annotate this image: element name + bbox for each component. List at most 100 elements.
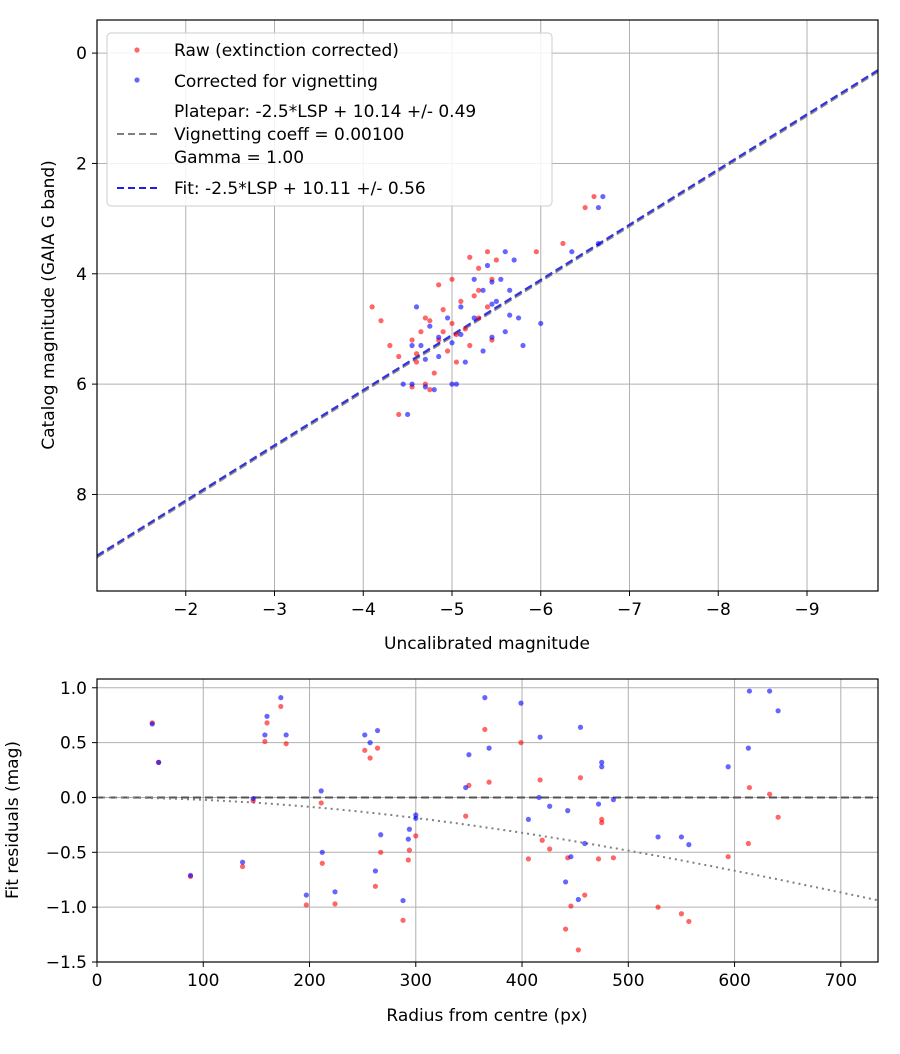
corrected-point	[595, 240, 602, 247]
corrected-point	[239, 859, 246, 865]
corrected-point	[482, 695, 488, 701]
raw-point	[303, 902, 309, 908]
corrected-point	[498, 276, 504, 282]
raw-point	[374, 745, 381, 751]
corrected-point	[489, 279, 495, 285]
corrected-point	[400, 897, 406, 904]
corrected-point	[489, 334, 495, 340]
corrected-point	[595, 204, 602, 211]
corrected-point	[537, 734, 543, 740]
legend-fit-label: Fit: -2.5*LSP + 10.11 +/- 0.56	[174, 179, 426, 199]
corrected-point	[332, 889, 338, 895]
raw-point	[655, 904, 661, 910]
corrected-point	[458, 331, 464, 338]
corrected-point	[318, 788, 324, 794]
corrected-point	[582, 840, 588, 847]
raw-point	[462, 326, 468, 332]
corrected-point	[507, 287, 513, 293]
calibration-plot: −2 −3 −4 −5 −6 −7 −8 −9 0 2 4 6 8 Uncalibrated magn…	[39, 19, 879, 654]
bottom-reference-lines	[97, 796, 879, 902]
y-tick-label: 2	[76, 154, 87, 174]
x-tick-label: 700	[825, 971, 857, 991]
bottom-y-ticks: −1.5 −1.0 −0.5 0.0 0.5 1.0	[46, 679, 97, 973]
raw-point	[409, 337, 415, 343]
raw-point	[449, 276, 455, 282]
corrected-point	[264, 713, 270, 719]
raw-point	[262, 738, 268, 745]
corrected-point	[746, 688, 753, 694]
corrected-point	[600, 193, 606, 200]
raw-point	[396, 353, 402, 360]
top-y-ticks: 0 2 4 6 8	[76, 44, 97, 505]
corrected-point	[413, 304, 420, 310]
corrected-point	[480, 287, 486, 293]
raw-point	[239, 863, 246, 870]
x-tick-label: −9	[794, 600, 819, 620]
legend-box	[106, 32, 553, 207]
x-tick-label: 100	[187, 971, 219, 991]
raw-point	[413, 351, 420, 357]
bottom-axes-frame	[96, 678, 879, 963]
raw-point	[767, 791, 773, 797]
raw-point	[318, 800, 324, 806]
raw-point	[440, 329, 446, 335]
raw-point	[518, 740, 524, 746]
raw-point	[387, 342, 393, 349]
raw-point	[476, 315, 482, 321]
raw-point	[283, 741, 289, 747]
bottom-x-axis-label: Radius from centre (px)	[386, 1006, 587, 1026]
corrected-point	[577, 724, 584, 730]
corrected-point	[466, 752, 472, 758]
raw-point	[427, 318, 433, 324]
legend-raw-marker	[134, 47, 140, 53]
x-tick-label: 200	[293, 971, 325, 991]
corrected-point	[610, 797, 617, 803]
corrected-point	[489, 301, 495, 307]
raw-point	[467, 342, 473, 349]
top-axes-frame	[96, 19, 879, 592]
corrected-point	[374, 727, 381, 734]
corrected-point	[463, 784, 469, 791]
corrected-point	[362, 732, 368, 738]
corrected-point	[502, 249, 508, 255]
y-tick-label: −1.0	[46, 898, 87, 918]
corrected-point	[303, 892, 309, 898]
corrected-point	[484, 262, 491, 269]
top-x-ticks: −2 −3 −4 −5 −6 −7 −8 −9	[173, 591, 820, 620]
corrected-point	[444, 315, 451, 321]
corrected-point	[471, 276, 477, 282]
corrected-point	[431, 387, 437, 393]
corrected-point	[436, 334, 442, 340]
raw-point	[453, 331, 460, 338]
corrected-point	[745, 745, 751, 751]
raw-point	[599, 820, 605, 826]
corrected-point	[372, 868, 378, 874]
corrected-point	[536, 794, 542, 801]
raw-point	[406, 847, 412, 853]
x-tick-label: 300	[400, 971, 432, 991]
raw-point	[610, 855, 617, 861]
raw-point	[547, 846, 553, 852]
corrected-point	[520, 342, 526, 349]
raw-point	[678, 911, 685, 917]
corrected-point	[486, 745, 492, 751]
raw-point	[560, 240, 566, 247]
corrected-point	[599, 764, 605, 770]
raw-point	[372, 883, 378, 889]
raw-point	[422, 315, 428, 321]
raw-point	[471, 293, 477, 299]
x-tick-label: 500	[612, 971, 644, 991]
corrected-point	[563, 879, 569, 885]
raw-point	[444, 348, 451, 354]
top-fit-lines	[96, 69, 879, 559]
corrected-point	[156, 759, 162, 765]
raw-point	[449, 320, 455, 327]
corrected-point	[655, 834, 661, 840]
x-tick-label: −2	[173, 600, 198, 620]
x-tick-label: 600	[718, 971, 750, 991]
y-tick-label: 6	[76, 375, 87, 395]
corrected-point	[569, 249, 575, 255]
corrected-point	[493, 298, 499, 304]
y-tick-label: 0.0	[60, 788, 87, 808]
raw-point	[378, 318, 384, 324]
